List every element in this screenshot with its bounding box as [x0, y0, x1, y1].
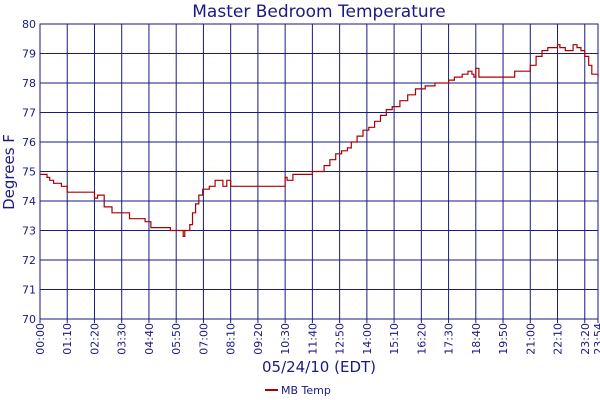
- legend-label: MB Temp: [281, 384, 331, 397]
- y-tick-label: 77: [22, 107, 36, 120]
- x-tick-label: 12:50: [334, 323, 347, 355]
- series-line-mb-temp: [40, 44, 599, 237]
- y-tick-label: 70: [22, 313, 36, 326]
- y-tick-label: 71: [22, 284, 36, 297]
- x-tick-label: 18:40: [470, 323, 483, 355]
- y-tick-label: 79: [22, 48, 36, 61]
- x-tick-label: 21:00: [524, 323, 537, 355]
- x-tick-label: 15:10: [388, 323, 401, 355]
- x-tick-label: 16:20: [415, 323, 428, 355]
- x-tick-label: 00:00: [34, 323, 47, 355]
- y-tick-label: 76: [22, 136, 36, 149]
- y-tick-label: 72: [22, 254, 36, 267]
- x-axis-ticks: 00:00 01:10 02:20 03:30 04:40 05:50 07:00 08:10…: [34, 323, 600, 355]
- plot-frame: [39, 23, 599, 320]
- x-tick-label: 04:40: [143, 323, 156, 355]
- y-tick-label: 80: [22, 18, 36, 31]
- y-tick-label: 75: [22, 166, 36, 179]
- x-tick-label: 05:50: [170, 323, 183, 355]
- y-axis-label: Degrees F: [0, 134, 18, 210]
- x-tick-label: 14:00: [361, 323, 374, 355]
- y-axis-ticks: 70 71 72 73 74 75 76 77 78 79 80: [22, 18, 36, 326]
- legend: MB Temp: [265, 384, 331, 397]
- x-tick-label: 07:00: [197, 323, 210, 355]
- x-tick-label: 02:20: [88, 323, 101, 355]
- x-tick-label: 03:30: [116, 323, 129, 355]
- x-tick-label: 22:10: [552, 323, 565, 355]
- plot-grid: [39, 23, 599, 323]
- x-tick-label: 19:50: [497, 323, 510, 355]
- y-tick-label: 74: [22, 195, 36, 208]
- x-tick-label: 17:30: [443, 323, 456, 355]
- x-tick-label: 09:20: [252, 323, 265, 355]
- x-tick-label: 10:30: [279, 323, 292, 355]
- x-tick-label: 01:10: [61, 323, 74, 355]
- x-tick-label: 11:40: [306, 323, 319, 355]
- series-layer: [40, 44, 599, 237]
- x-tick-label: 23:54: [592, 323, 600, 355]
- y-tick-label: 78: [22, 77, 36, 90]
- y-tick-label: 73: [22, 225, 36, 238]
- x-tick-label: 08:10: [225, 323, 238, 355]
- chart-title: Master Bedroom Temperature: [192, 2, 445, 22]
- x-axis-label: 05/24/10 (EDT): [262, 358, 376, 376]
- x-tick-label: 23:20: [579, 323, 592, 355]
